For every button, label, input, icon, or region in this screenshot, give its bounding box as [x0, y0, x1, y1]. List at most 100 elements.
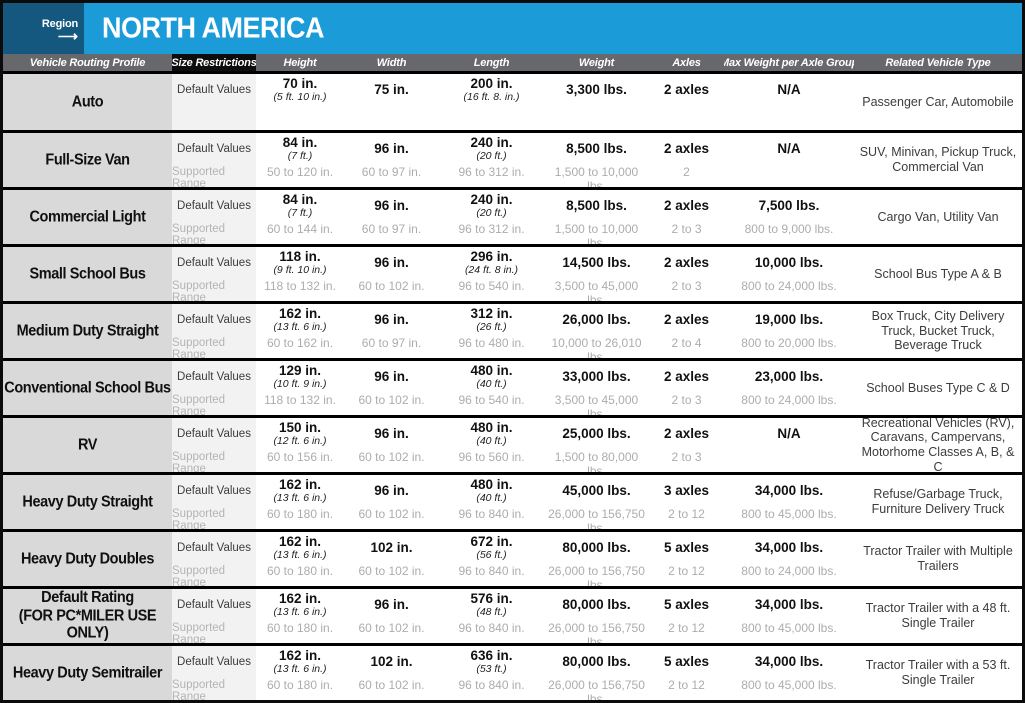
- width-default: 96 in.: [374, 596, 409, 612]
- length-default: 240 in.: [470, 191, 513, 207]
- profile-name-cell: Full-Size Van: [3, 133, 172, 187]
- max-axle-default: N/A: [777, 140, 801, 156]
- table-row: Small School Bus Default Values Supporte…: [3, 244, 1022, 301]
- length-supported: 96 to 540 in.: [458, 279, 525, 293]
- related-vehicle-type: School Buses Type C & D: [866, 380, 1010, 395]
- related-vehicle-type-cell: School Bus Type A & B: [854, 247, 1022, 301]
- length-default: 296 in.: [470, 248, 513, 264]
- size-restrictions-cell: Default Values Supported Range: [172, 475, 256, 529]
- size-restrictions-cell: Default Values Supported Range: [172, 304, 256, 358]
- axles-default: 2 axles: [663, 311, 710, 327]
- height-default: 70 in.: [282, 75, 318, 91]
- max-axle-supported: 800 to 24,000 lbs.: [741, 564, 837, 578]
- max-axle-supported: 800 to 24,000 lbs.: [741, 279, 837, 293]
- height-cell: 162 in. (13 ft. 6 in.) 60 to 180 in.: [256, 532, 344, 586]
- max-axle-weight-cell: 34,000 lbs. 800 to 45,000 lbs.: [724, 475, 854, 529]
- size-restrictions-cell: Default Values Supported Range: [172, 532, 256, 586]
- length-supported: 96 to 540 in.: [458, 393, 525, 407]
- colhead-length: Length: [473, 56, 510, 69]
- profile-name: Heavy Duty Straight: [22, 492, 153, 511]
- max-axle-weight-cell: 34,000 lbs. 800 to 24,000 lbs.: [724, 532, 854, 586]
- related-vehicle-type-cell: Refuse/Garbage Truck, Furniture Delivery…: [854, 475, 1022, 529]
- default-values-label: Default Values: [177, 200, 251, 212]
- length-default-sub: (40 ft.): [476, 492, 507, 505]
- weight-supported: 1,500 to 10,000 lbs.: [554, 165, 639, 187]
- weight-supported: 26,000 to 156,750 lbs.: [548, 564, 645, 586]
- profile-name: Default Rating (FOR PC*MILER USE ONLY): [18, 589, 157, 643]
- weight-cell: 26,000 lbs. 10,000 to 26,010 lbs.: [544, 304, 649, 358]
- weight-cell: 33,000 lbs. 3,500 to 45,000 lbs.: [544, 361, 649, 415]
- table-row: Heavy Duty Semitrailer Default Values Su…: [3, 643, 1022, 700]
- length-default-sub: (40 ft.): [476, 378, 507, 391]
- weight-default: 8,500 lbs.: [566, 197, 627, 213]
- axles-default: 2 axles: [663, 368, 710, 384]
- width-default: 96 in.: [374, 254, 409, 270]
- size-restrictions-cell: Default Values Supported Range: [172, 418, 256, 472]
- width-supported: 60 to 102 in.: [358, 393, 425, 407]
- weight-cell: 25,000 lbs. 1,500 to 80,000 lbs.: [544, 418, 649, 472]
- axles-default: 5 axles: [663, 539, 710, 555]
- height-supported: 60 to 156 in.: [266, 450, 334, 464]
- weight-default: 80,000 lbs.: [562, 596, 631, 612]
- default-values-label: Default Values: [177, 485, 251, 497]
- length-cell: 576 in. (48 ft.) 96 to 840 in.: [439, 589, 544, 643]
- region-box: Region ⟶: [3, 3, 84, 54]
- weight-supported: 3,500 to 45,000 lbs.: [554, 279, 639, 301]
- max-axle-supported: 800 to 9,000 lbs.: [744, 222, 834, 236]
- related-vehicle-type-cell: Box Truck, City Delivery Truck, Bucket T…: [854, 304, 1022, 358]
- weight-cell: 8,500 lbs. 1,500 to 10,000 lbs.: [544, 190, 649, 244]
- default-values-label: Default Values: [177, 428, 251, 440]
- supported-range-label: Supported Range: [172, 223, 226, 244]
- height-default: 129 in.: [278, 362, 322, 378]
- height-cell: 84 in. (7 ft.) 50 to 120 in.: [256, 133, 344, 187]
- axles-default: 2 axles: [663, 140, 710, 156]
- weight-cell: 3,300 lbs.: [544, 74, 649, 130]
- axles-default: 2 axles: [663, 425, 710, 441]
- profile-name-cell: Heavy Duty Straight: [3, 475, 172, 529]
- width-cell: 96 in. 60 to 97 in.: [344, 190, 439, 244]
- related-vehicle-type: Box Truck, City Delivery Truck, Bucket T…: [871, 308, 1005, 353]
- height-default-sub: (5 ft. 10 in.): [273, 91, 327, 104]
- height-supported: 60 to 144 in.: [266, 222, 334, 236]
- table-row: Auto Default Values Supported Range 70 i…: [3, 71, 1022, 130]
- weight-default: 3,300 lbs.: [566, 81, 627, 97]
- region-label: Region: [41, 18, 78, 30]
- max-axle-default: N/A: [777, 81, 801, 97]
- width-supported: 60 to 102 in.: [358, 450, 425, 464]
- weight-cell: 14,500 lbs. 3,500 to 45,000 lbs.: [544, 247, 649, 301]
- height-cell: 70 in. (5 ft. 10 in.): [256, 74, 344, 130]
- related-vehicle-type-cell: School Buses Type C & D: [854, 361, 1022, 415]
- related-vehicle-type: Tractor Trailer with a 48 ft. Single Tra…: [865, 601, 1011, 630]
- table-row: Heavy Duty Doubles Default Values Suppor…: [3, 529, 1022, 586]
- width-cell: 96 in. 60 to 97 in.: [344, 304, 439, 358]
- max-axle-weight-cell: 19,000 lbs. 800 to 20,000 lbs.: [724, 304, 854, 358]
- weight-supported: 10,000 to 26,010 lbs.: [551, 336, 642, 358]
- width-default: 96 in.: [374, 311, 409, 327]
- height-default-sub: (13 ft. 6 in.): [273, 606, 327, 619]
- supported-range-label: Supported Range: [172, 679, 226, 700]
- width-supported: 60 to 102 in.: [358, 621, 425, 635]
- default-values-label: Default Values: [177, 143, 251, 155]
- width-default: 96 in.: [374, 425, 409, 441]
- related-vehicle-type: Refuse/Garbage Truck, Furniture Delivery…: [871, 487, 1005, 516]
- height-supported: 60 to 180 in.: [266, 507, 334, 521]
- height-default: 84 in.: [282, 134, 318, 150]
- profile-name-cell: Heavy Duty Doubles: [3, 532, 172, 586]
- size-restrictions-cell: Default Values Supported Range: [172, 190, 256, 244]
- length-default: 200 in.: [470, 75, 513, 91]
- supported-range-label: Supported Range: [172, 622, 226, 643]
- width-supported: 60 to 97 in.: [361, 165, 422, 179]
- length-default-sub: (40 ft.): [476, 435, 507, 448]
- width-cell: 102 in. 60 to 102 in.: [344, 646, 439, 700]
- height-default-sub: (13 ft. 6 in.): [273, 492, 327, 505]
- related-vehicle-type: Cargo Van, Utility Van: [877, 209, 999, 224]
- axles-cell: 2 axles 2 to 3: [649, 190, 724, 244]
- region-banner: Region ⟶ NORTH AMERICA: [3, 3, 1022, 54]
- max-axle-supported: 800 to 45,000 lbs.: [741, 678, 837, 692]
- width-cell: 96 in. 60 to 102 in.: [344, 589, 439, 643]
- max-axle-weight-cell: N/A: [724, 74, 854, 130]
- length-cell: 200 in. (16 ft. 8. in.): [439, 74, 544, 130]
- profile-name: Heavy Duty Doubles: [20, 549, 154, 568]
- length-cell: 240 in. (20 ft.) 96 to 312 in.: [439, 133, 544, 187]
- length-default: 312 in.: [470, 305, 513, 321]
